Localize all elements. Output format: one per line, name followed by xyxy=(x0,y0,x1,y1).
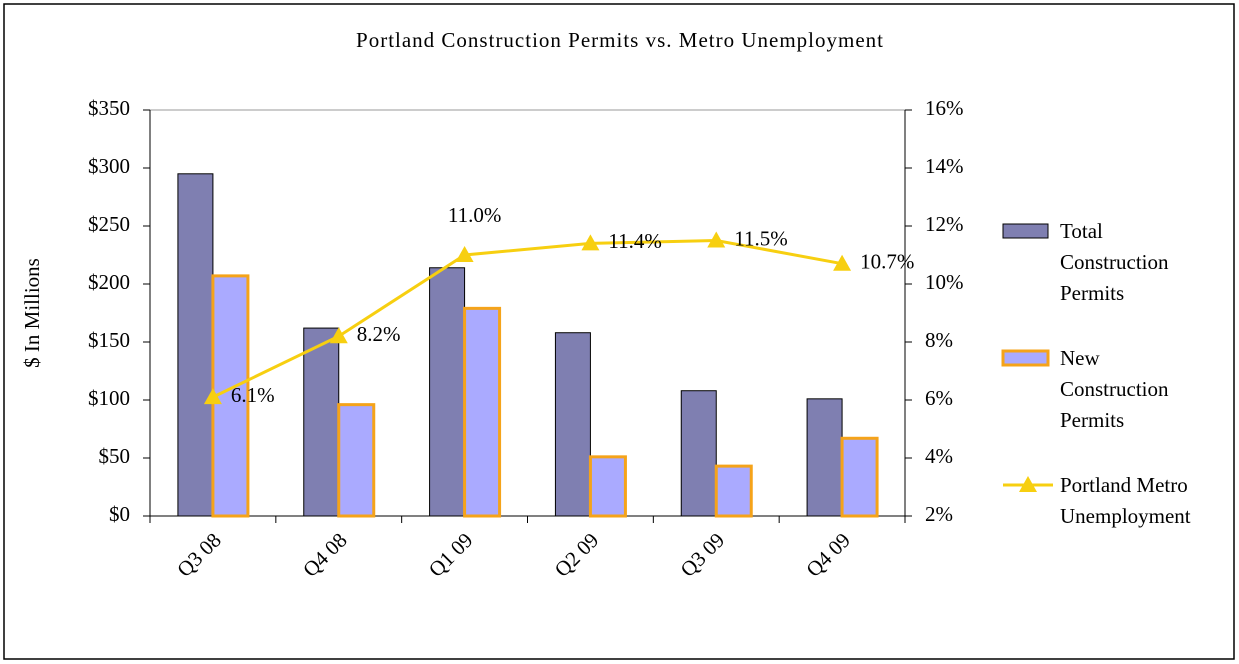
y2-tick-label: 12% xyxy=(925,212,964,236)
legend-swatch xyxy=(1002,223,1049,239)
bar xyxy=(806,398,843,517)
bar xyxy=(554,332,591,517)
bar xyxy=(714,464,753,518)
marker xyxy=(455,246,474,262)
legend-label: New Construction Permits xyxy=(1060,346,1169,432)
marker xyxy=(329,327,348,344)
y2-tick-label: 10% xyxy=(925,270,964,294)
legend-label: Total Construction Permits xyxy=(1060,219,1169,305)
y2-tick-label: 4% xyxy=(925,444,953,468)
y-tick-label: $100 xyxy=(88,386,130,410)
y-tick-label: $0 xyxy=(109,502,130,526)
legend-label: Portland Metro Unemployment xyxy=(1060,473,1191,528)
y-tick-label: $200 xyxy=(88,270,130,294)
marker xyxy=(581,234,600,251)
data-label: 10.7% xyxy=(860,250,914,274)
data-label: 11.4% xyxy=(608,229,661,253)
y-tick-label: $350 xyxy=(88,96,130,120)
y2-tick-label: 14% xyxy=(925,154,964,178)
data-label: 11.0% xyxy=(448,203,501,227)
chart-title: Portland Construction Permits vs. Metro … xyxy=(356,28,884,52)
y2-tick-label: 6% xyxy=(925,386,953,410)
marker xyxy=(203,388,222,405)
bar xyxy=(588,455,627,518)
y2-tick-label: 2% xyxy=(925,502,953,526)
y2-tick-label: 16% xyxy=(925,96,964,120)
bar xyxy=(211,274,250,518)
y-tick-label: $150 xyxy=(88,328,130,352)
legend-marker xyxy=(1019,476,1037,492)
bar xyxy=(429,267,466,517)
y-tick-label: $50 xyxy=(99,444,131,468)
bar xyxy=(680,390,717,517)
bar xyxy=(177,173,214,517)
y-axis-label: $ In Millions xyxy=(20,258,44,368)
marker xyxy=(707,231,726,248)
y2-tick-label: 8% xyxy=(925,328,953,352)
legend-swatch xyxy=(1001,349,1050,367)
bar xyxy=(463,306,502,518)
data-label: 8.2% xyxy=(357,322,401,346)
line xyxy=(212,238,843,399)
y-tick-label: $250 xyxy=(88,212,130,236)
data-label: 6.1% xyxy=(231,383,275,407)
marker xyxy=(833,254,852,271)
bar xyxy=(303,327,340,517)
y-tick-label: $300 xyxy=(88,154,130,178)
bar xyxy=(337,403,376,518)
bar xyxy=(840,436,879,518)
data-label: 11.5% xyxy=(734,226,787,250)
